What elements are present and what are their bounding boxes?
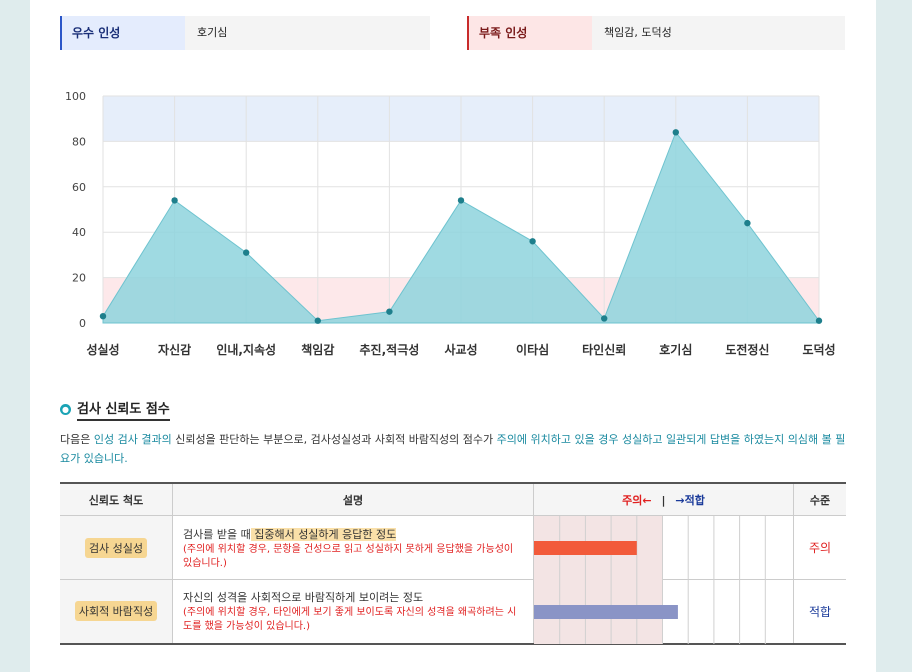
header-sep: | xyxy=(661,493,666,507)
chart-point xyxy=(243,249,250,256)
x-tick-label: 성실성 xyxy=(86,342,119,357)
header-warn: 주의← xyxy=(622,493,652,507)
row-main-a: 자신의 성격을 사회적으로 바람직하게 보이려는 정도 xyxy=(183,591,424,605)
header-range: 주의← | →적합 xyxy=(533,482,794,516)
row-main-a: 검사를 받을 때 xyxy=(183,527,251,541)
chart-point xyxy=(386,308,393,315)
chart-point xyxy=(171,197,178,204)
table-row: 검사 성실성 검사를 받을 때 집중해서 성실하게 응답한 정도 (주의에 위치… xyxy=(60,515,846,580)
y-tick-label: 100 xyxy=(65,90,86,103)
deficient-trait-label: 부족 인성 xyxy=(467,16,592,50)
y-tick-label: 80 xyxy=(72,135,86,148)
score-bar xyxy=(534,605,678,619)
score-bar-chart xyxy=(534,580,766,644)
x-tick-label: 인내,지속성 xyxy=(216,342,276,357)
x-tick-label: 호기심 xyxy=(659,342,692,357)
chart-point xyxy=(601,315,608,322)
y-tick-label: 0 xyxy=(79,317,86,330)
row-scale-name: 사회적 바람직성 xyxy=(74,601,158,622)
excellent-trait-value: 호기심 xyxy=(185,16,430,50)
chart-area-series xyxy=(102,131,820,324)
row-level: 적합 xyxy=(793,579,846,645)
y-tick-label: 20 xyxy=(72,272,86,285)
row-main-b: 집중해서 성실하게 응답한 정도 xyxy=(250,527,397,541)
row-level: 주의 xyxy=(793,515,846,580)
x-tick-label: 이타심 xyxy=(516,342,549,357)
chart-point xyxy=(744,219,751,227)
excellent-trait-label: 우수 인성 xyxy=(60,16,185,50)
desc-part4: 주의에 위치하고 있을 경우 성실하고 일관되게 답변을 하였는지 의심해 볼 … xyxy=(60,433,846,465)
excellent-trait-box: 우수 인성 호기심 xyxy=(60,16,430,50)
row-score-scale xyxy=(533,579,794,645)
section-title-text: 검사 신뢰도 점수 xyxy=(77,398,170,421)
header-explanation: 설명 xyxy=(172,482,534,516)
reliability-section-title: ● 검사 신뢰도 점수 xyxy=(60,398,170,421)
personality-area-chart: 0 20 40 60 80 100 성실성 자신감 인내,지속성 책임감 추진,적극성 사교성 이타심 타… xyxy=(65,90,836,357)
x-tick-label: 자신감 xyxy=(158,342,191,357)
row-score-scale xyxy=(533,515,794,580)
chart-point xyxy=(672,129,679,136)
row-sub-text: (주의에 위치할 경우, 문항을 건성으로 읽고 성실하지 못하게 응답했을 가… xyxy=(183,543,514,569)
table-row: 사회적 바람직성 자신의 성격을 사회적으로 바람직하게 보이려는 정도 (주의… xyxy=(60,579,846,645)
chart-point xyxy=(314,317,321,324)
deficient-trait-value: 책임감, 도덕성 xyxy=(592,16,845,50)
y-tick-label: 60 xyxy=(72,181,86,194)
x-tick-label: 책임감 xyxy=(301,342,334,357)
row-sub-text: (주의에 위치할 경우, 타인에게 보기 좋게 보이도록 자신의 성격을 왜곡하… xyxy=(183,607,517,633)
desc-part3: 신뢰성을 판단하는 부분으로, 검사성실성과 사회적 바람직성의 점수가 xyxy=(171,433,497,446)
y-tick-label: 40 xyxy=(72,226,86,239)
chart-point xyxy=(457,197,465,204)
chart-point xyxy=(99,312,107,320)
deficient-trait-box: 부족 인성 책임감, 도덕성 xyxy=(467,16,847,50)
header-scale: 신뢰도 척도 xyxy=(60,482,173,516)
x-tick-label: 사교성 xyxy=(444,342,477,357)
score-bar-chart xyxy=(534,516,766,580)
chart-point xyxy=(529,238,536,245)
chart-point xyxy=(815,317,823,324)
section-bullet-icon: ● xyxy=(60,404,71,415)
x-tick-label: 타인신뢰 xyxy=(582,342,626,357)
x-tick-label: 추진,적극성 xyxy=(360,342,420,357)
row-scale-name: 검사 성실성 xyxy=(84,537,148,558)
header-ok: →적합 xyxy=(675,493,705,507)
desc-part2: 인성 검사 결과의 xyxy=(93,433,172,446)
header-level: 수준 xyxy=(793,482,846,516)
score-bar xyxy=(534,541,637,555)
reliability-table: 신뢰도 척도 설명 주의← | →적합 수준 검사 성실성 검사를 받을 때 집… xyxy=(60,482,846,645)
reliability-description: 다음은 인성 검사 결과의 신뢰성을 판단하는 부분으로, 검사성실성과 사회적… xyxy=(60,430,846,468)
x-tick-label: 도전정신 xyxy=(725,342,769,357)
desc-part1: 다음은 xyxy=(60,433,94,446)
x-tick-label: 도덕성 xyxy=(802,342,835,357)
